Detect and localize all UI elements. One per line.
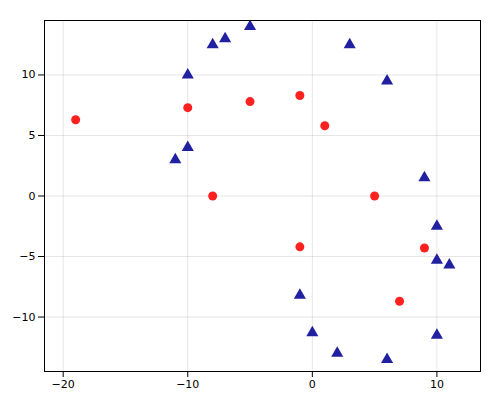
svg-text:10: 10 (22, 68, 36, 81)
svg-text:10: 10 (430, 378, 444, 391)
svg-text:−10: −10 (12, 311, 35, 324)
svg-text:0: 0 (29, 190, 36, 203)
svg-text:−5: −5 (19, 250, 35, 263)
svg-text:−10: −10 (176, 378, 199, 391)
svg-text:0: 0 (309, 378, 316, 391)
svg-text:5: 5 (29, 129, 36, 142)
svg-text:−20: −20 (52, 378, 75, 391)
